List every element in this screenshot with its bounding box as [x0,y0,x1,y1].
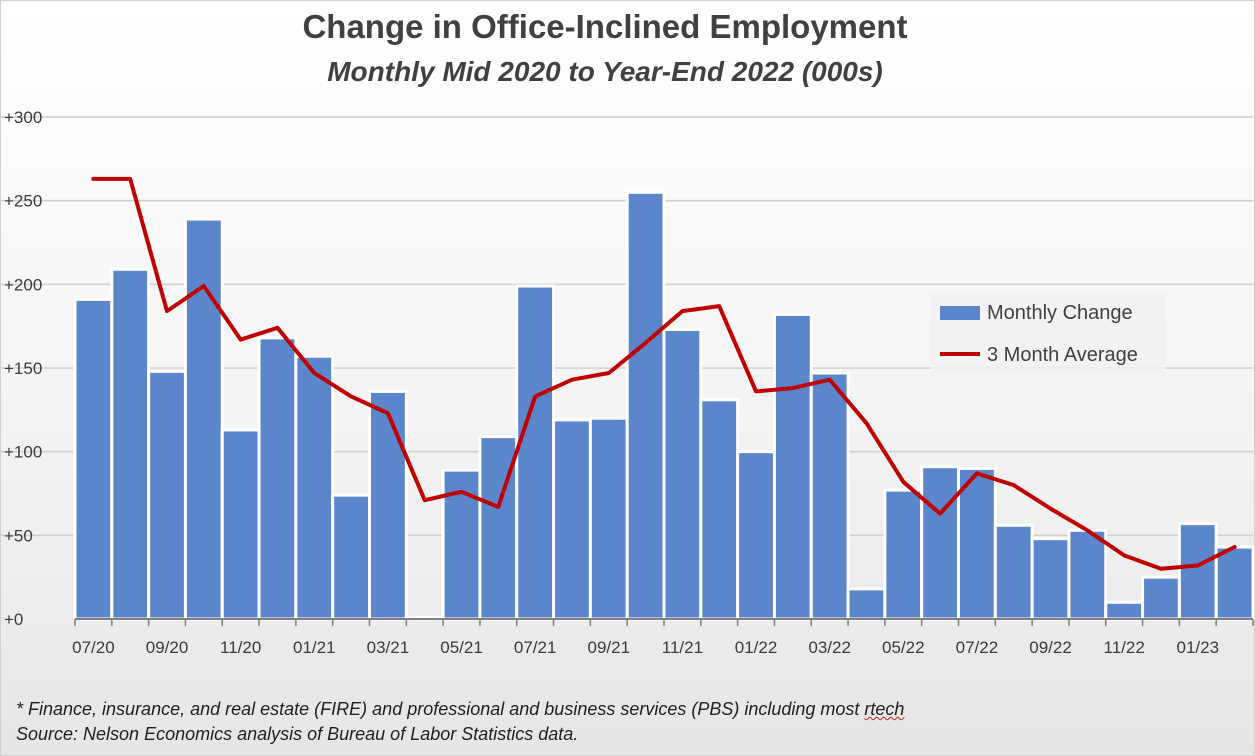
x-tick-label: 09/21 [588,638,631,657]
footnote-source: Source: Nelson Economics analysis of Bur… [16,724,579,744]
footnote-flagged-word: rtech [864,699,905,719]
bar-11-20 [220,428,261,621]
bar-07-22 [957,466,997,621]
bar-08-21 [552,418,592,621]
bar-01-22 [736,450,776,621]
bar-08-20 [110,267,151,621]
bar-09-22 [1030,537,1071,621]
bar-10-21 [625,190,666,621]
bar-03-21 [368,389,408,621]
bar-07-21 [515,284,556,621]
footnote-definition: * Finance, insurance, and real estate (F… [16,699,904,720]
legend: Monthly Change 3 Month Average [930,292,1166,376]
x-tick-label: 01/23 [1177,638,1220,657]
y-tick-label: +0 [4,610,23,629]
bar-05-22 [883,488,924,621]
chart-subtitle: Monthly Mid 2020 to Year-End 2022 (000s) [327,56,883,87]
bar-02-23 [1214,545,1255,621]
y-tick-label: +150 [4,359,42,378]
x-axis: 07/20 09/20 11/20 01/21 03/21 05/21 07/21 09/21… [72,618,1254,657]
y-axis-ticks: +0 +50 +100 +150 +200 +250 +300 [4,108,42,629]
legend-swatch-bars [940,306,980,320]
footnote-definition-text: * Finance, insurance, and real estate (F… [16,699,865,719]
x-tick-label: 07/20 [72,638,115,657]
bar-10-22 [1067,528,1108,621]
average-line [91,176,1237,571]
bar-09-20 [147,369,187,621]
bar-01-21 [294,354,335,621]
x-tick-label: 09/20 [146,638,189,657]
x-tick-label: 05/22 [882,638,925,657]
bar-11-22 [1104,600,1145,621]
bar-02-21 [331,493,371,621]
x-tick-label: 03/22 [808,638,851,657]
y-tick-label: +250 [4,192,42,211]
x-tick-label: 11/20 [220,638,261,657]
bar-07-20 [73,297,114,621]
bar-01-23 [1177,522,1218,621]
legend-label-three-month-average: 3 Month Average [987,344,1138,366]
three-month-average-line [91,176,1237,571]
y-tick-label: +300 [4,108,42,127]
bar-09-21 [588,416,629,621]
x-tick-label: 07/21 [514,638,557,657]
bar-12-22 [1141,575,1181,621]
legend-label-monthly-change: Monthly Change [987,302,1133,324]
x-tick-label: 05/21 [440,638,483,657]
bar-06-22 [920,465,960,621]
x-tick-label: 07/22 [956,638,999,657]
x-tick-label: 11/22 [1104,638,1145,657]
x-tick-label: 01/22 [735,638,778,657]
y-tick-label: +100 [4,443,42,462]
bar-02-22 [772,312,813,621]
y-tick-label: +200 [4,275,42,294]
y-tick-label: +50 [4,526,33,545]
x-tick-label: 03/21 [367,638,410,657]
bar-12-20 [257,336,298,621]
x-tick-label: 09/22 [1029,638,1072,657]
bar-08-22 [993,523,1034,621]
monthly-change-bars [73,190,1255,621]
bar-12-21 [699,398,740,621]
chart-title: Change in Office-Inclined Employment [302,8,908,45]
bar-10-20 [183,217,224,621]
bar-04-22 [846,587,887,621]
x-tick-label: 11/21 [662,638,703,657]
bar-03-22 [809,371,850,621]
x-tick-label: 01/21 [293,638,336,657]
bar-11-21 [662,328,703,621]
